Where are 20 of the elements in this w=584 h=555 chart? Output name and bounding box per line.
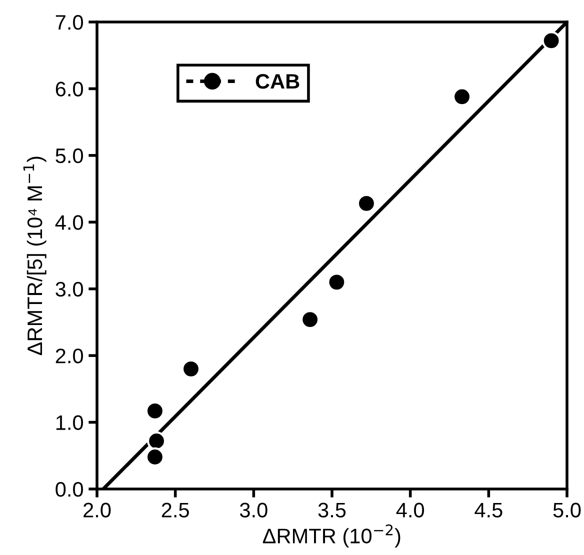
x-axis-title: ΔRMTR (10$^{−2}$) — [262, 524, 400, 548]
legend-label: CAB — [256, 74, 300, 89]
y-tick-label: 3.0 — [56, 282, 83, 297]
y-tick-label: 4.0 — [55, 215, 83, 230]
x-tick-label: 5.0 — [553, 502, 581, 518]
x-tick-label: 4.5 — [474, 502, 502, 518]
y-tick-label: 6.0 — [56, 82, 83, 96]
point — [542, 31, 561, 50]
y-tick-label: 1.0 — [56, 415, 83, 430]
x-tick-label: 3.0 — [240, 502, 268, 518]
x-tick-label: 3.5 — [318, 502, 346, 518]
point — [327, 272, 346, 292]
y-tick-label: 0.0 — [56, 482, 83, 497]
x-tick-label: 4.0 — [396, 502, 424, 518]
y-tick-label: 7.0 — [56, 15, 83, 30]
y-axis-title: ΔRMTR/[5] (10⁴ M$^{−1}$) — [23, 156, 46, 356]
y-tick-label: 2.0 — [56, 348, 83, 364]
y-tick-label: 5.0 — [56, 148, 83, 164]
x-tick-label: 2.5 — [162, 502, 189, 518]
x-tick-label: 2.0 — [84, 502, 111, 518]
